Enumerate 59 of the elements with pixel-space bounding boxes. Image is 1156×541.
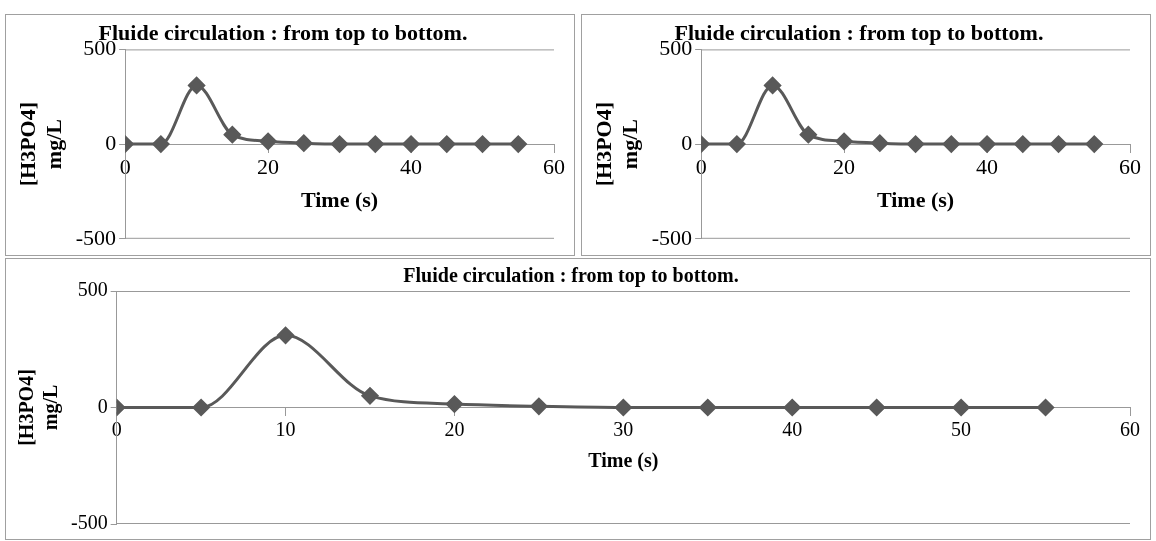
x-axis-title: Time (s) <box>300 187 379 213</box>
point <box>438 135 456 153</box>
point <box>835 132 853 150</box>
x-tick-label: 30 <box>613 417 634 440</box>
point <box>295 134 313 152</box>
point <box>799 126 817 144</box>
point <box>188 76 206 94</box>
y-tick-label: -500 <box>651 224 693 250</box>
point <box>978 135 996 153</box>
y-axis-title: [H3PO4] mg/L <box>15 369 63 446</box>
x-tick-label: 10 <box>275 417 296 440</box>
point <box>1050 135 1068 153</box>
point <box>699 399 717 416</box>
point <box>259 132 277 150</box>
point <box>192 399 210 416</box>
point <box>366 135 384 153</box>
y-tick-label: -500 <box>70 511 108 534</box>
y-tick-label: 0 <box>97 394 108 417</box>
point <box>952 399 970 416</box>
y-tick-label: -500 <box>75 224 117 250</box>
point <box>509 135 527 153</box>
point <box>764 76 782 94</box>
point <box>868 399 886 416</box>
point <box>474 135 492 153</box>
x-tick-label: 60 <box>1119 154 1141 180</box>
x-tick-label: 60 <box>543 154 565 180</box>
x-tick-label: 20 <box>833 154 856 180</box>
point <box>1037 399 1055 416</box>
point <box>907 135 925 153</box>
point <box>783 399 801 416</box>
point <box>871 134 889 152</box>
x-axis-title: Time (s) <box>588 448 659 472</box>
x-tick-label: 20 <box>257 154 280 180</box>
y-tick-label: 0 <box>105 129 117 155</box>
x-tick-label: 20 <box>444 417 465 440</box>
y-axis-title: [H3PO4] mg/L <box>14 101 67 187</box>
y-tick-label: 0 <box>681 129 693 155</box>
x-tick-label: 40 <box>400 154 423 180</box>
x-tick-label: 40 <box>976 154 999 180</box>
point <box>331 135 349 153</box>
point <box>1014 135 1032 153</box>
y-tick-label: 500 <box>77 278 108 301</box>
point <box>942 135 960 153</box>
y-axis-title: [H3PO4] mg/L <box>590 101 643 187</box>
point <box>152 135 170 153</box>
x-axis-title: Time (s) <box>876 187 955 213</box>
x-tick-label: 40 <box>782 417 803 440</box>
point <box>445 395 463 413</box>
x-tick-label: 60 <box>1120 417 1140 440</box>
x-tick-label: 50 <box>951 417 972 440</box>
point <box>223 126 241 144</box>
point <box>614 399 632 416</box>
point <box>1085 135 1103 153</box>
point <box>402 135 420 153</box>
chart-title: Fluide circulation : from top to bottom. <box>403 264 739 288</box>
point <box>530 397 548 415</box>
point <box>728 135 746 153</box>
point <box>277 326 295 344</box>
point <box>361 387 379 405</box>
